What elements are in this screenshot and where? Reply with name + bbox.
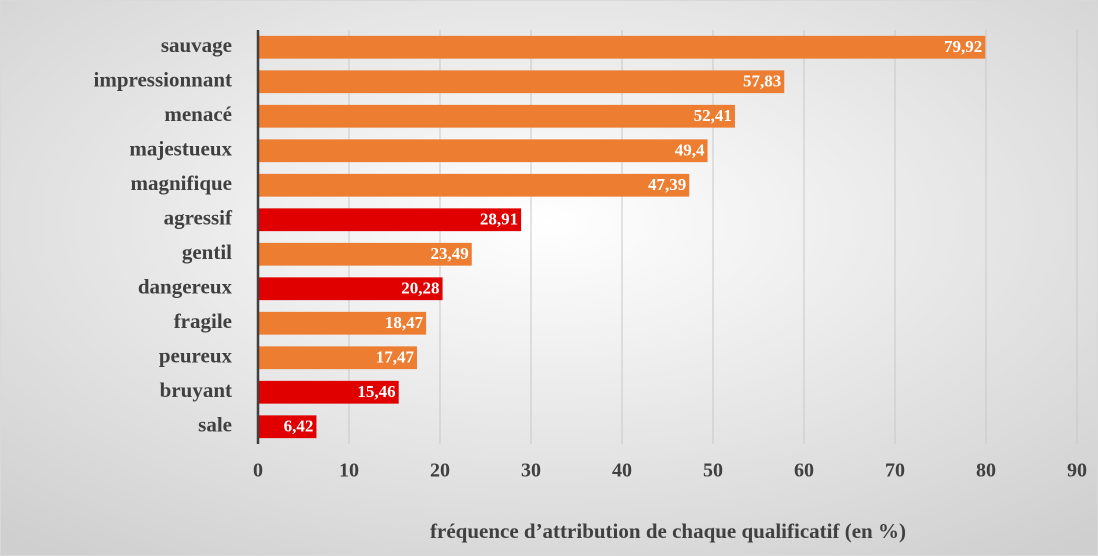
bar xyxy=(258,173,690,197)
y-tick-label: sauvage xyxy=(161,33,232,57)
bar xyxy=(258,415,317,439)
x-tick-label: 90 xyxy=(1067,460,1087,482)
y-tick-label: gentil xyxy=(182,240,232,264)
x-tick-label: 60 xyxy=(794,460,814,482)
bar xyxy=(258,311,427,335)
data-label: 6,42 xyxy=(284,417,314,436)
data-label: 52,41 xyxy=(694,106,732,125)
y-tick-label: peureux xyxy=(159,344,233,368)
data-label: 47,39 xyxy=(648,175,686,194)
x-axis-title: fréquence d’attribution de chaque qualif… xyxy=(430,519,906,543)
x-tick-label: 30 xyxy=(521,460,541,482)
y-tick-label: majestueux xyxy=(129,137,232,161)
bar xyxy=(258,139,708,163)
bar xyxy=(258,277,443,301)
data-label: 57,83 xyxy=(743,72,781,91)
y-tick-label: fragile xyxy=(174,309,232,333)
x-tick-label: 10 xyxy=(339,460,359,482)
y-tick-label: magnifique xyxy=(130,171,232,195)
data-label: 17,47 xyxy=(376,348,415,367)
x-tick-label: 20 xyxy=(430,460,450,482)
x-tick-label: 0 xyxy=(253,460,263,482)
bar xyxy=(258,242,472,266)
y-tick-label: menacé xyxy=(164,102,232,126)
data-label: 49,4 xyxy=(675,141,705,160)
bar xyxy=(258,346,417,370)
bar xyxy=(258,380,399,404)
data-label: 20,28 xyxy=(401,279,439,298)
y-tick-label: dangereux xyxy=(138,275,233,299)
bar xyxy=(258,70,785,94)
x-tick-label: 50 xyxy=(703,460,723,482)
bar xyxy=(258,104,735,128)
y-tick-label: agressif xyxy=(164,206,233,230)
data-label: 18,47 xyxy=(385,313,424,332)
data-label: 28,91 xyxy=(480,210,518,229)
y-tick-label: bruyant xyxy=(160,378,232,402)
x-tick-label: 70 xyxy=(885,460,905,482)
data-label: 15,46 xyxy=(357,382,395,401)
data-label: 23,49 xyxy=(431,244,469,263)
x-tick-label: 40 xyxy=(612,460,632,482)
y-tick-label: impressionnant xyxy=(94,68,232,92)
y-tick-label: sale xyxy=(198,413,232,437)
x-tick-label: 80 xyxy=(976,460,996,482)
data-label: 79,92 xyxy=(944,37,982,56)
bar xyxy=(258,208,522,232)
bar xyxy=(258,35,986,59)
